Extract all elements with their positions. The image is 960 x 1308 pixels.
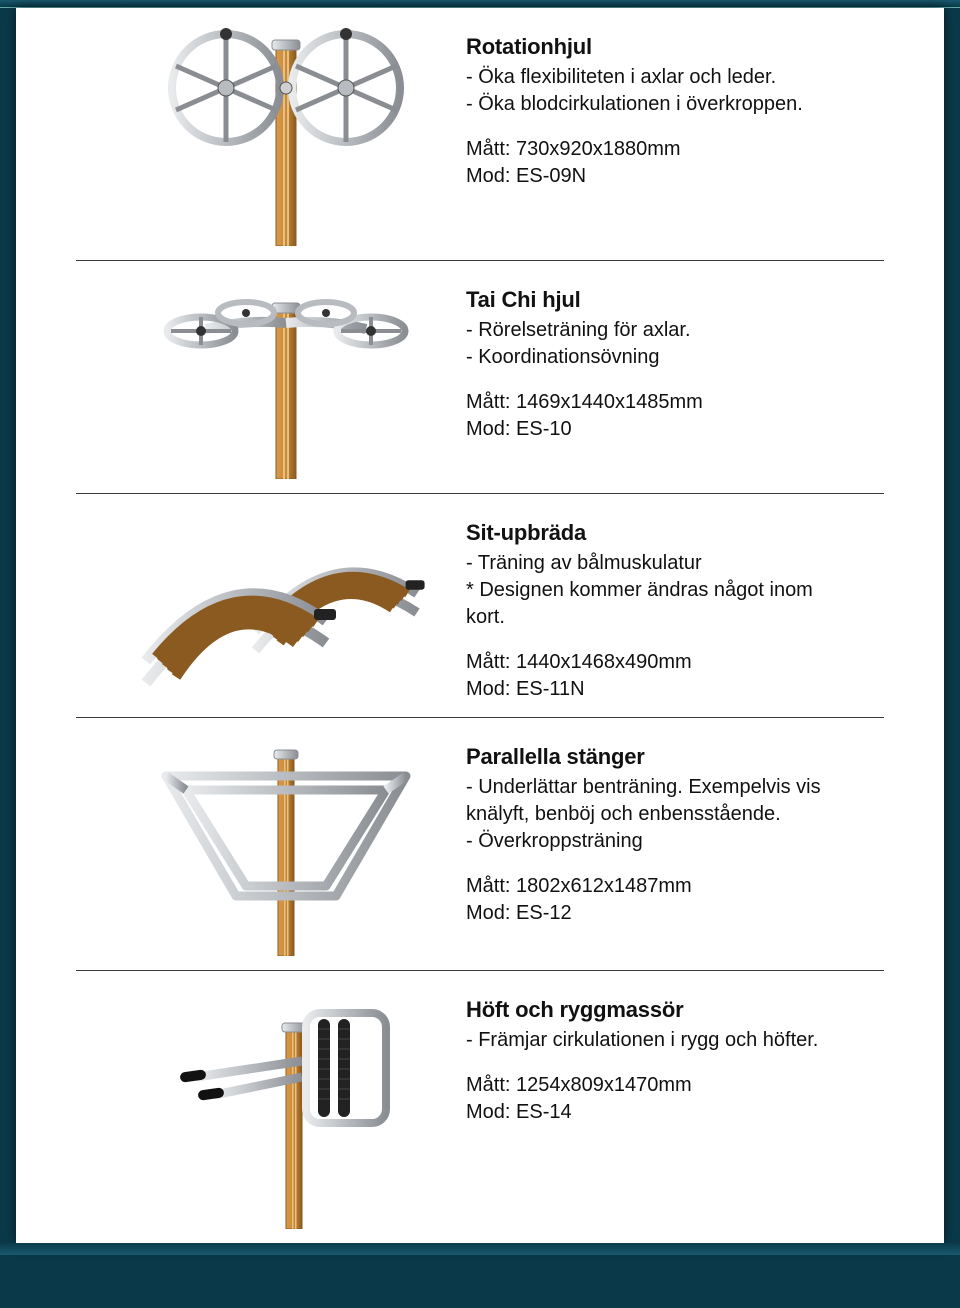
product-text: Sit-upbräda - Träning av bålmuskulatur* …	[466, 512, 854, 703]
product-dimensions: Mått: 1440x1468x490mm	[466, 649, 854, 676]
product-image	[106, 989, 466, 1229]
product-dimensions: Mått: 1254x809x1470mm	[466, 1072, 854, 1099]
product-image	[106, 736, 466, 956]
taichi-wheel-icon	[146, 279, 426, 479]
product-image	[106, 279, 466, 479]
product-text: Rotationhjul - Öka flexibiliteten i axla…	[466, 26, 854, 190]
product-row: Sit-upbräda - Träning av bålmuskulatur* …	[76, 494, 884, 718]
product-title: Höft och ryggmassör	[466, 997, 854, 1023]
product-text: Tai Chi hjul - Rörelseträning för axlar.…	[466, 279, 854, 443]
product-description: - Främjar cirkulationen i rygg och höfte…	[466, 1027, 854, 1054]
product-title: Parallella stänger	[466, 744, 854, 770]
product-image	[106, 512, 466, 692]
product-image	[106, 26, 466, 246]
product-row: Tai Chi hjul - Rörelseträning för axlar.…	[76, 261, 884, 494]
top-gradient-bar	[0, 0, 960, 8]
product-model: Mod: ES-12	[466, 900, 854, 927]
product-model: Mod: ES-11N	[466, 676, 854, 703]
product-description: - Underlättar benträning. Exempelvis vis…	[466, 774, 854, 855]
product-model: Mod: ES-10	[466, 416, 854, 443]
catalog-page: Rotationhjul - Öka flexibiliteten i axla…	[16, 8, 944, 1243]
product-description: - Rörelseträning för axlar.- Koordinatio…	[466, 317, 854, 371]
product-text: Höft och ryggmassör - Främjar cirkulatio…	[466, 989, 854, 1126]
situp-board-icon	[136, 517, 436, 687]
product-row: Parallella stänger - Underlättar benträn…	[76, 718, 884, 971]
product-title: Rotationhjul	[466, 34, 854, 60]
parallel-bars-icon	[136, 736, 436, 956]
bottom-gradient-bar	[0, 1243, 960, 1255]
rotation-wheel-icon	[156, 26, 416, 246]
product-text: Parallella stänger - Underlättar benträn…	[466, 736, 854, 927]
product-description: - Träning av bålmuskulatur* Designen kom…	[466, 550, 854, 631]
hip-massage-icon	[136, 989, 436, 1229]
product-row: Rotationhjul - Öka flexibiliteten i axla…	[76, 8, 884, 261]
product-dimensions: Mått: 1802x612x1487mm	[466, 873, 854, 900]
product-model: Mod: ES-14	[466, 1099, 854, 1126]
product-description: - Öka flexibiliteten i axlar och leder.-…	[466, 64, 854, 118]
product-row: Höft och ryggmassör - Främjar cirkulatio…	[76, 971, 884, 1243]
product-dimensions: Mått: 1469x1440x1485mm	[466, 389, 854, 416]
product-title: Sit-upbräda	[466, 520, 854, 546]
product-title: Tai Chi hjul	[466, 287, 854, 313]
product-model: Mod: ES-09N	[466, 163, 854, 190]
product-dimensions: Mått: 730x920x1880mm	[466, 136, 854, 163]
